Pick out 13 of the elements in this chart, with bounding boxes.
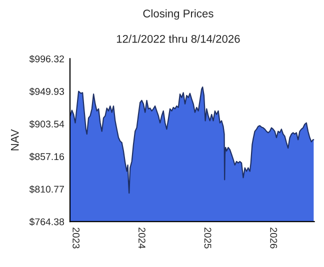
x-tick-label: 2025 [204, 228, 212, 248]
y-axis-title: NAV [11, 129, 19, 150]
y-tick-label: $857.16 [29, 152, 64, 161]
y-tick-label: $949.93 [29, 88, 64, 96]
x-tick-label: 2024 [138, 228, 146, 249]
x-tick-label: 2023 [72, 228, 80, 248]
y-tick-label: $903.54 [29, 120, 64, 128]
chart-title: Closing Prices [143, 9, 214, 20]
y-tick-label: $764.38 [29, 218, 64, 226]
y-tick-label: $996.32 [29, 55, 64, 63]
chart-subtitle: 12/1/2022 thru 8/14/2026 [116, 34, 240, 43]
y-tick-label: $810.77 [29, 185, 64, 194]
x-tick-label: 2026 [270, 228, 278, 248]
